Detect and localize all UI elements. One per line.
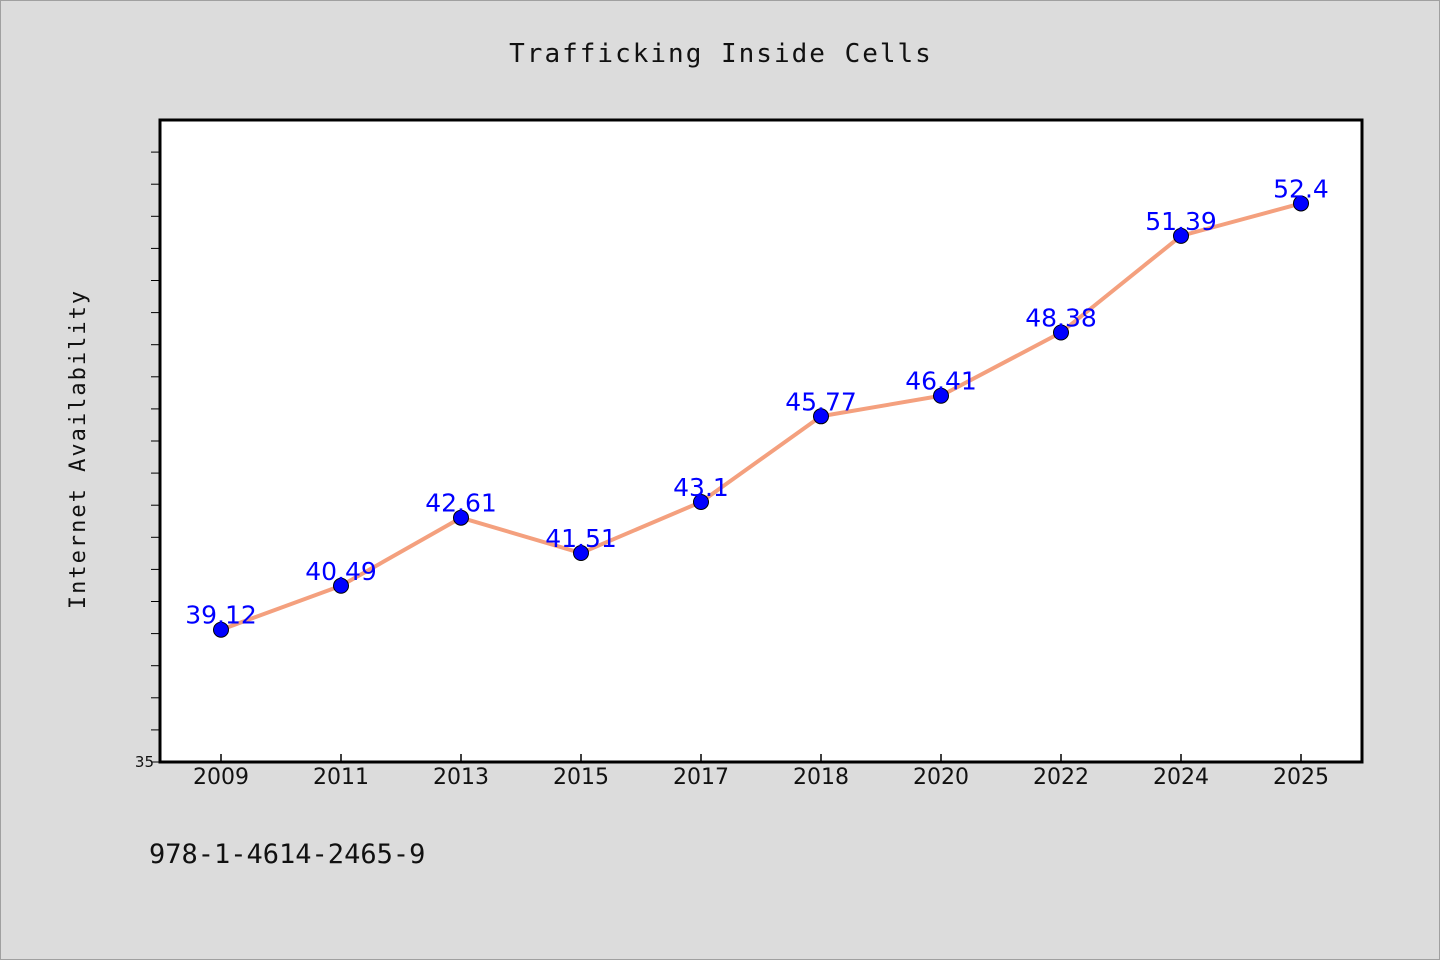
x-tick-label: 2011 [313, 765, 369, 790]
series-line [219, 201, 1303, 632]
x-tick-label: 2015 [553, 765, 609, 790]
data-point-marker [813, 408, 829, 425]
series-layer [213, 195, 1309, 638]
data-point-marker [453, 509, 469, 526]
data-label: 48.38 [1025, 304, 1097, 333]
chart-title: Trafficking Inside Cells [509, 39, 933, 69]
x-tick-label: 2020 [913, 765, 969, 790]
data-label: 41.51 [545, 524, 617, 553]
data-label: 40.49 [305, 557, 377, 586]
data-point-marker [933, 387, 949, 404]
data-point-marker [1053, 324, 1069, 341]
x-tick-label: 2025 [1273, 765, 1329, 790]
x-tick-label: 2009 [193, 765, 249, 790]
data-labels-layer: 39.12 40.49 42.61 41.51 43.1 45.77 46.41 48.38 5… [185, 174, 1329, 629]
data-label: 46.41 [905, 367, 977, 396]
x-tick-label: 2017 [673, 765, 729, 790]
data-point-marker [573, 545, 589, 562]
y-tick-label: 35 [135, 753, 154, 771]
data-label: 42.61 [425, 489, 497, 518]
data-point-marker [1173, 227, 1189, 244]
data-point-marker [693, 493, 709, 510]
data-label: 51.39 [1145, 207, 1217, 236]
x-tick-label: 2024 [1153, 765, 1209, 790]
x-tick-label: 2022 [1033, 765, 1089, 790]
data-label: 39.12 [185, 601, 257, 630]
footer-identifier: 978-1-4614-2465-9 [149, 839, 425, 870]
data-label: 45.77 [785, 387, 857, 416]
data-label: 52.4 [1273, 174, 1329, 203]
data-point-marker [213, 621, 229, 638]
data-label: 43.1 [673, 473, 729, 502]
y-axis-label: Internet Availability [66, 289, 91, 609]
data-point-marker [333, 577, 349, 594]
x-tick-label: 2018 [793, 765, 849, 790]
data-point-marker [1293, 195, 1309, 212]
x-tick-label: 2013 [433, 765, 489, 790]
x-axis-ticks: 2009 2011 2013 2015 2017 2018 2020 2022 2024 2025 [193, 754, 1329, 790]
plot-area [158, 118, 1364, 764]
y-axis-ticks: 35 [135, 151, 160, 771]
